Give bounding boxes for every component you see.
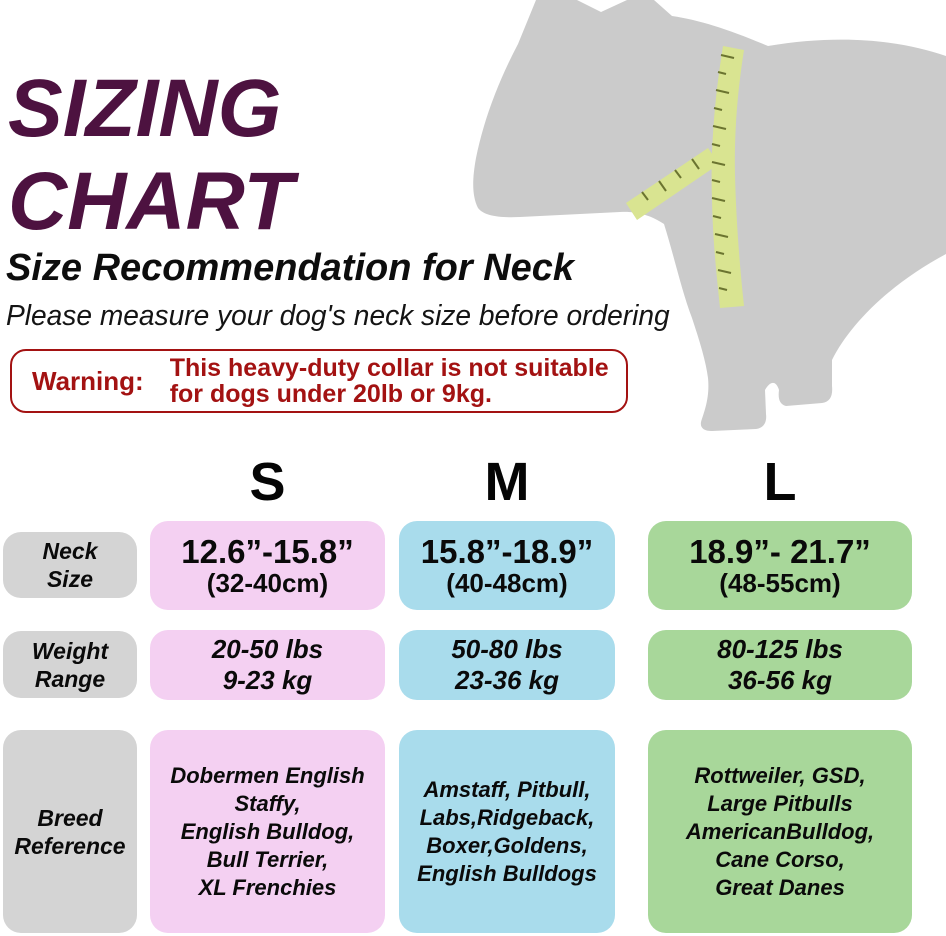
- neck-l-cm: (48-55cm): [719, 568, 841, 598]
- dog-graphic: [473, 0, 946, 431]
- neck-s-cm: (32-40cm): [206, 568, 329, 598]
- warning-label: Warning:: [32, 365, 144, 396]
- cell-weight-m: 50-80 lbs 23-36 kg: [399, 630, 615, 700]
- row-label-neck-size: Neck Size: [3, 532, 137, 598]
- breed-l-value: Rottweiler, GSD, Large Pitbulls American…: [685, 762, 875, 900]
- dog-silhouette: [473, 0, 946, 431]
- breed-s-value: Dobermen English Staffy, English Bulldog…: [170, 762, 365, 900]
- measuring-tape: [626, 46, 744, 308]
- cell-weight-s: 20-50 lbs 9-23 kg: [150, 630, 385, 700]
- neck-s-inches: 12.6”-15.8”: [181, 533, 354, 570]
- breed-m-value: Amstaff, Pitbull, Labs,Ridgeback, Boxer,…: [417, 776, 597, 886]
- cell-breed-s: Dobermen English Staffy, English Bulldog…: [150, 730, 385, 933]
- page-title: SIZING CHART: [8, 63, 294, 247]
- warning-box: Warning: This heavy-duty collar is not s…: [10, 349, 628, 413]
- measure-note: Please measure your dog's neck size befo…: [6, 300, 670, 332]
- weight-l-value: 80-125 lbs 36-56 kg: [717, 634, 843, 695]
- row-label-weight-range: Weight Range: [3, 631, 137, 698]
- size-header-m: M: [484, 452, 530, 512]
- weight-s-value: 20-50 lbs 9-23 kg: [211, 634, 324, 695]
- size-header-s: S: [249, 452, 286, 512]
- neck-l-inches: 18.9”- 21.7”: [689, 533, 871, 570]
- page-subtitle: Size Recommendation for Neck: [6, 247, 575, 289]
- cell-breed-m: Amstaff, Pitbull, Labs,Ridgeback, Boxer,…: [399, 730, 615, 933]
- size-header-l: L: [763, 452, 797, 512]
- warning-text: This heavy-duty collar is not suitable f…: [169, 354, 609, 408]
- cell-neck-s: 12.6”-15.8” (32-40cm): [150, 521, 385, 610]
- cell-neck-l: 18.9”- 21.7” (48-55cm): [648, 521, 912, 610]
- cell-neck-m: 15.8”-18.9” (40-48cm): [399, 521, 615, 610]
- neck-m-cm: (40-48cm): [446, 568, 568, 598]
- weight-m-value: 50-80 lbs 23-36 kg: [451, 634, 563, 695]
- cell-breed-l: Rottweiler, GSD, Large Pitbulls American…: [648, 730, 912, 933]
- row-label-breed-reference: Breed Reference: [3, 730, 137, 933]
- cell-weight-l: 80-125 lbs 36-56 kg: [648, 630, 912, 700]
- neck-m-inches: 15.8”-18.9”: [420, 533, 594, 570]
